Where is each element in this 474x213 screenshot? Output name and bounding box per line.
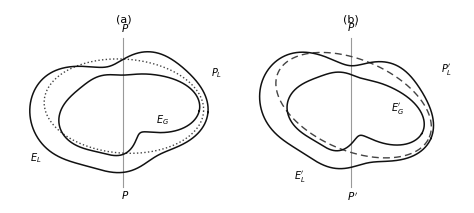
Text: (a): (a) bbox=[116, 15, 131, 25]
Text: $E_G'$: $E_G'$ bbox=[391, 101, 404, 116]
Text: $E_L$: $E_L$ bbox=[30, 151, 41, 165]
Text: P: P bbox=[122, 191, 128, 201]
Text: (b): (b) bbox=[343, 15, 358, 25]
Text: $P_L$: $P_L$ bbox=[211, 66, 222, 80]
Text: P: P bbox=[122, 24, 128, 34]
Text: $E_L'$: $E_L'$ bbox=[294, 169, 305, 184]
Text: $E_G$: $E_G$ bbox=[156, 113, 169, 127]
Text: $P'$: $P'$ bbox=[346, 191, 357, 203]
Text: $P'$: $P'$ bbox=[346, 22, 357, 34]
Text: $P_L'$: $P_L'$ bbox=[441, 62, 452, 77]
